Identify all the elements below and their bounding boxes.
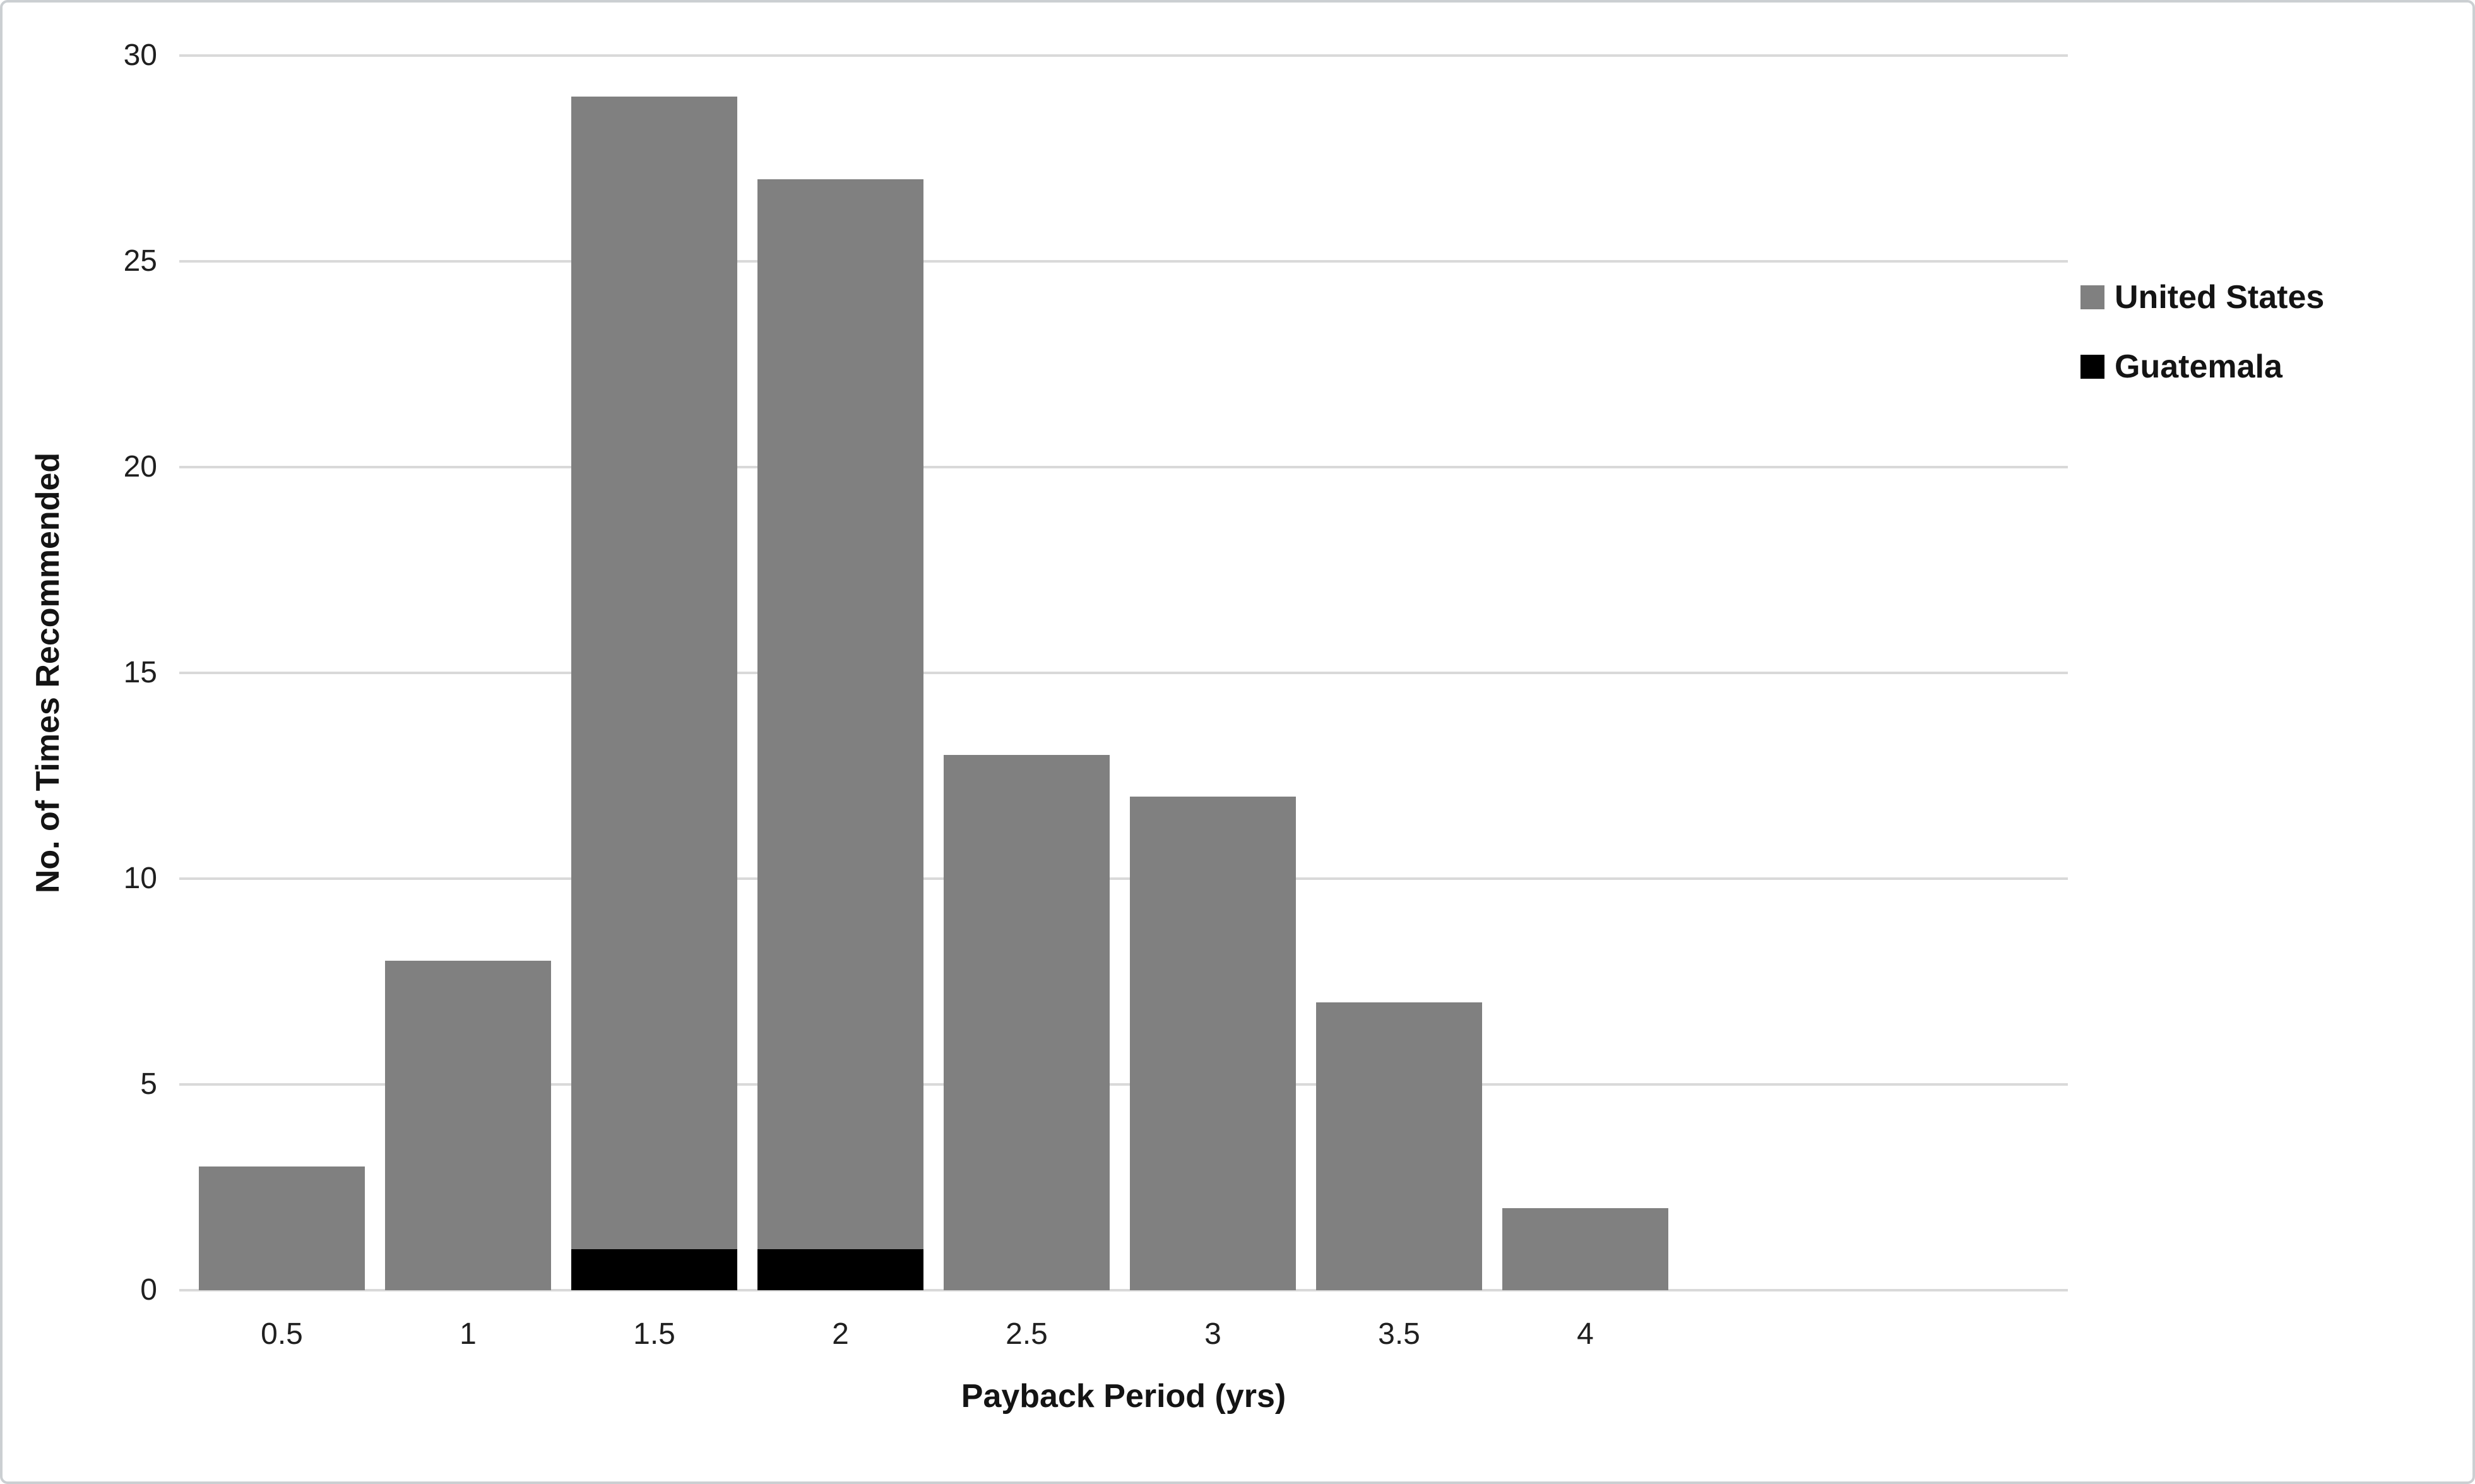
bar-united-states-0.5 <box>199 1166 365 1290</box>
gridline-y-30 <box>179 54 2068 57</box>
bars-region <box>189 56 1678 1290</box>
x-tick-label-3.5: 3.5 <box>1378 1317 1420 1351</box>
gridline-y-10 <box>179 877 2068 880</box>
y-tick-label-30: 30 <box>123 39 157 72</box>
x-tick-label-2: 2 <box>832 1317 849 1351</box>
bar-slot-3.5 <box>1306 56 1492 1290</box>
gridline-y-25 <box>179 260 2068 263</box>
legend-item-united-states: United States <box>2080 278 2324 317</box>
gridline-y-20 <box>179 466 2068 468</box>
y-tick-label-25: 25 <box>123 244 157 278</box>
gridline-y-15 <box>179 672 2068 674</box>
bar-guatemala-2 <box>757 1249 923 1290</box>
y-tick-label-10: 10 <box>123 862 157 895</box>
x-tick-label-1.5: 1.5 <box>633 1317 675 1351</box>
bar-slot-1.5 <box>561 56 747 1290</box>
x-tick-label-4: 4 <box>1577 1317 1594 1351</box>
bar-slot-0.5 <box>189 56 375 1290</box>
legend-swatch-guatemala-icon <box>2080 355 2104 379</box>
bar-united-states-1.5 <box>571 97 737 1290</box>
bar-guatemala-1.5 <box>571 1249 737 1290</box>
legend: United States Guatemala <box>2080 278 2324 386</box>
bar-united-states-2.5 <box>944 755 1110 1290</box>
y-tick-label-5: 5 <box>140 1067 157 1101</box>
bar-slot-4 <box>1492 56 1678 1290</box>
bar-united-states-2 <box>757 179 923 1290</box>
x-tick-label-2.5: 2.5 <box>1006 1317 1048 1351</box>
bar-united-states-3.5 <box>1316 1002 1482 1290</box>
y-tick-label-15: 15 <box>123 656 157 689</box>
legend-swatch-united-states-icon <box>2080 285 2104 309</box>
bar-slot-2.5 <box>934 56 1120 1290</box>
legend-item-guatemala: Guatemala <box>2080 347 2324 386</box>
bar-slot-1 <box>375 56 561 1290</box>
gridline-y-5 <box>179 1083 2068 1086</box>
legend-label-guatemala: Guatemala <box>2115 348 2282 385</box>
bar-slot-3 <box>1120 56 1306 1290</box>
x-tick-label-3: 3 <box>1204 1317 1221 1351</box>
x-tick-label-0.5: 0.5 <box>261 1317 303 1351</box>
y-tick-label-0: 0 <box>140 1273 157 1307</box>
bar-slot-2 <box>747 56 934 1290</box>
x-axis-baseline <box>179 1289 2068 1291</box>
y-tick-label-20: 20 <box>123 450 157 484</box>
bar-united-states-4 <box>1502 1208 1668 1290</box>
bar-united-states-3 <box>1130 796 1296 1290</box>
bar-united-states-1 <box>385 961 551 1290</box>
x-tick-label-1: 1 <box>460 1317 477 1351</box>
x-axis-title: Payback Period (yrs) <box>961 1378 1286 1415</box>
plot-area <box>179 54 2068 1291</box>
legend-label-united-states: United States <box>2115 279 2325 316</box>
